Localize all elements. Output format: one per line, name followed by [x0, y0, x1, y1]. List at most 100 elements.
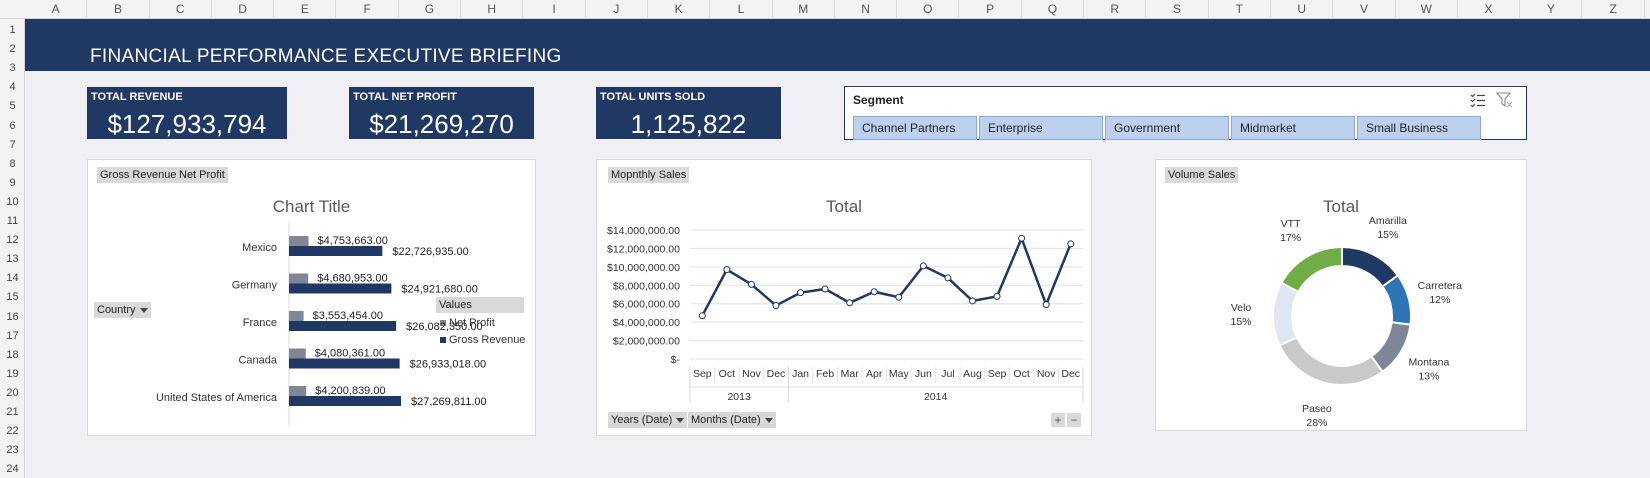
column-header-b[interactable]: B: [87, 0, 150, 19]
column-header-e[interactable]: E: [274, 0, 337, 19]
column-header-u[interactable]: U: [1271, 0, 1334, 19]
row-header-15[interactable]: 15: [6, 291, 19, 304]
row-header-20[interactable]: 20: [6, 386, 19, 399]
legend-net-profit: Net Profit: [440, 317, 495, 329]
column-header-g[interactable]: G: [399, 0, 462, 19]
slicer-item-enterprise[interactable]: Enterprise: [979, 116, 1103, 140]
row-header-23[interactable]: 23: [6, 444, 19, 457]
legend-field-values[interactable]: Values: [436, 297, 524, 313]
row-header-4[interactable]: 4: [9, 81, 16, 94]
gross-revenue-data-label: $26,933,018.00: [410, 359, 486, 371]
row-header-16[interactable]: 16: [6, 310, 19, 323]
chart-title: Total: [826, 197, 862, 216]
data-point: [895, 293, 903, 301]
slicer-item-midmarket[interactable]: Midmarket: [1231, 116, 1355, 140]
donut-slice-velo: [1272, 281, 1300, 347]
column-header-o[interactable]: O: [897, 0, 960, 19]
row-header-18[interactable]: 18: [6, 348, 19, 361]
kpi-label: TOTAL REVENUE: [91, 91, 183, 103]
slicer-item-small-business[interactable]: Small Business: [1357, 116, 1481, 140]
row-header-14[interactable]: 14: [6, 272, 19, 285]
y-tick-label: $-: [671, 354, 681, 366]
monthly-sales-panel[interactable]: Mopnthly Sales Total $14,000,000.00 $12,0…: [596, 159, 1092, 436]
column-header-j[interactable]: J: [586, 0, 648, 19]
row-header-3[interactable]: 3: [9, 62, 16, 75]
row-header-9[interactable]: 9: [9, 176, 16, 189]
column-header-q[interactable]: Q: [1022, 0, 1085, 19]
row-header-24[interactable]: 24: [6, 463, 19, 476]
clear-filter-icon[interactable]: [1495, 91, 1515, 109]
field-button-months[interactable]: Months (Date): [688, 412, 776, 428]
bar-category-label: Germany: [232, 280, 278, 292]
field-button-country[interactable]: Country: [94, 302, 151, 318]
expand-field-icon[interactable]: +: [1051, 413, 1065, 427]
collapse-field-icon[interactable]: −: [1067, 413, 1081, 427]
net-profit-data-label: $3,553,454.00: [313, 310, 383, 322]
row-header-22[interactable]: 22: [6, 425, 19, 438]
field-label: Months (Date): [691, 414, 761, 426]
slice-percent-label: 15%: [1377, 229, 1398, 241]
donut-slice-amarilla: [1341, 245, 1400, 289]
segment-slicer[interactable]: Segment Channel Partners Enterprise Gove…: [844, 86, 1527, 140]
row-header-5[interactable]: 5: [9, 100, 16, 113]
row-header-10[interactable]: 10: [6, 195, 19, 208]
column-header-v[interactable]: V: [1333, 0, 1396, 19]
x-group-label: 2013: [727, 391, 751, 403]
row-header-21[interactable]: 21: [6, 406, 19, 418]
slicer-item-government[interactable]: Government: [1105, 116, 1229, 140]
field-button-net-profit[interactable]: Net Profit: [176, 167, 228, 183]
country-bar-chart-panel[interactable]: Gross Revenue Net Profit Chart Title Cou…: [87, 159, 536, 436]
field-button-gross-revenue[interactable]: Gross Revenue: [97, 167, 180, 183]
row-header-11[interactable]: 11: [6, 215, 19, 227]
legend-swatch: [440, 337, 446, 343]
data-point: [698, 312, 706, 320]
row-header-1[interactable]: 1: [9, 24, 16, 36]
y-tick-label: $14,000,000.00: [607, 225, 680, 237]
bar-category-label: Canada: [238, 355, 277, 367]
column-header-f[interactable]: F: [337, 0, 399, 19]
data-point: [944, 274, 952, 282]
row-header-8[interactable]: 8: [9, 157, 16, 170]
column-header-a[interactable]: A: [25, 0, 88, 19]
column-header-z[interactable]: Z: [1583, 0, 1645, 19]
row-header-13[interactable]: 13: [6, 253, 19, 266]
column-header-i[interactable]: I: [523, 0, 586, 19]
field-button-years[interactable]: Years (Date): [608, 412, 688, 428]
volume-sales-panel[interactable]: Volume Sales Total Amarilla 15% Carretera 1…: [1155, 159, 1527, 431]
net-profit-bar: [289, 311, 304, 321]
y-tick-label: $12,000,000.00: [607, 243, 680, 255]
row-header-12[interactable]: 12: [6, 234, 19, 247]
row-header-7[interactable]: 7: [9, 138, 16, 151]
column-header-d[interactable]: D: [212, 0, 275, 19]
x-tick-label: Nov: [742, 368, 761, 380]
column-header-h[interactable]: H: [461, 0, 524, 19]
column-header-w[interactable]: W: [1396, 0, 1458, 19]
data-point: [846, 299, 854, 307]
column-header-m[interactable]: M: [773, 0, 835, 19]
slice-category-label: Montana: [1408, 356, 1449, 368]
column-header-x[interactable]: X: [1458, 0, 1521, 19]
kpi-label: TOTAL UNITS SOLD: [600, 91, 706, 103]
column-header-p[interactable]: P: [960, 0, 1022, 19]
field-button-volume-sales[interactable]: Volume Sales: [1165, 167, 1239, 183]
slicer-item-channel-partners[interactable]: Channel Partners: [853, 116, 977, 140]
x-tick-label: Sep: [988, 368, 1007, 380]
row-header-17[interactable]: 17: [6, 329, 19, 342]
column-header-y[interactable]: Y: [1520, 0, 1583, 19]
donut-slice-vtt: [1280, 245, 1343, 294]
row-header-2[interactable]: 2: [9, 43, 16, 56]
row-header-6[interactable]: 6: [9, 119, 16, 132]
column-header-n[interactable]: N: [835, 0, 898, 19]
field-label: Years (Date): [611, 414, 673, 426]
column-header-t[interactable]: T: [1209, 0, 1271, 19]
column-header-l[interactable]: L: [710, 0, 773, 19]
column-header-s[interactable]: S: [1146, 0, 1209, 19]
legend-label: Gross Revenue: [449, 334, 526, 346]
x-tick-label: Feb: [816, 368, 834, 380]
field-button-monthly-sales[interactable]: Mopnthly Sales: [608, 167, 690, 183]
row-header-19[interactable]: 19: [6, 367, 19, 380]
column-header-k[interactable]: K: [648, 0, 711, 19]
multi-select-icon[interactable]: [1469, 92, 1487, 108]
column-header-c[interactable]: C: [150, 0, 212, 19]
column-header-r[interactable]: R: [1084, 0, 1147, 19]
